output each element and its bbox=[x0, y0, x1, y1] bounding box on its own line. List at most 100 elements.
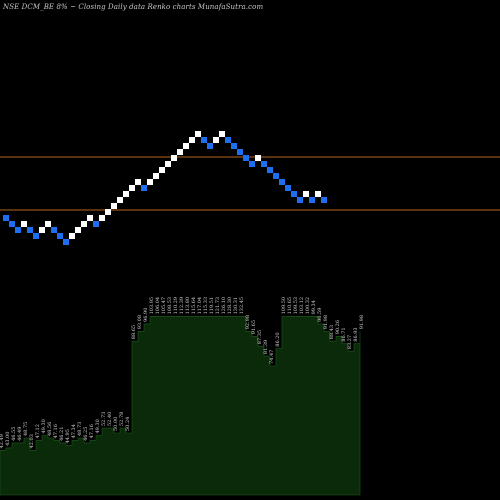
up-brick bbox=[303, 191, 309, 197]
volume-label: 126.10 bbox=[221, 297, 227, 315]
up-brick bbox=[219, 131, 225, 137]
down-brick bbox=[309, 197, 315, 203]
up-brick bbox=[147, 179, 153, 185]
volume-label: 47.16 bbox=[89, 424, 95, 438]
up-brick bbox=[69, 233, 75, 239]
down-brick bbox=[3, 215, 9, 221]
volume-label: 86.93 bbox=[353, 327, 359, 341]
up-brick bbox=[111, 203, 117, 209]
volume-label: 91.98 bbox=[359, 315, 365, 329]
volume-label: 99.34 bbox=[311, 300, 317, 314]
volume-label: 96.90 bbox=[143, 308, 149, 322]
down-brick bbox=[93, 221, 99, 227]
volume-label: 46.49 bbox=[17, 427, 23, 441]
volume-label: 50.00 bbox=[113, 417, 119, 431]
volume-label: 47.34 bbox=[71, 424, 77, 438]
down-brick bbox=[141, 185, 147, 191]
volume-label: 46.25 bbox=[83, 427, 89, 441]
up-brick bbox=[165, 161, 171, 167]
up-brick bbox=[183, 143, 189, 149]
volume-label: 115.33 bbox=[203, 297, 209, 315]
down-brick bbox=[267, 167, 273, 173]
volume-label: 93.08 bbox=[137, 315, 143, 329]
up-brick bbox=[123, 191, 129, 197]
volume-label: 112.39 bbox=[179, 297, 185, 315]
volume-label: 109.50 bbox=[281, 297, 287, 315]
volume-label: 49.30 bbox=[41, 419, 47, 433]
up-brick bbox=[21, 221, 27, 227]
down-brick bbox=[225, 137, 231, 143]
volume-label: 50.24 bbox=[125, 417, 131, 431]
volume-label: 130.31 bbox=[233, 297, 239, 315]
up-brick bbox=[153, 173, 159, 179]
volume-label: 110.29 bbox=[173, 297, 179, 315]
up-brick bbox=[45, 221, 51, 227]
volume-label: 132.45 bbox=[239, 297, 245, 315]
volume-label: 115.64 bbox=[191, 297, 197, 315]
volume-label: 87.35 bbox=[257, 330, 263, 344]
down-brick bbox=[261, 161, 267, 167]
volume-label: 42.49 bbox=[0, 434, 5, 448]
volume-label: 48.75 bbox=[23, 422, 29, 436]
volume-label: 49.30 bbox=[95, 419, 101, 433]
down-brick bbox=[57, 233, 63, 239]
up-brick bbox=[117, 197, 123, 203]
up-brick bbox=[39, 227, 45, 233]
volume-label: 52.40 bbox=[107, 412, 113, 426]
volume-label: 90.26 bbox=[335, 320, 341, 334]
up-brick bbox=[255, 155, 261, 161]
renko-bricks bbox=[3, 131, 327, 245]
volume-label: 117.04 bbox=[197, 297, 203, 315]
down-brick bbox=[243, 155, 249, 161]
down-brick bbox=[249, 161, 255, 167]
up-brick bbox=[171, 155, 177, 161]
up-brick bbox=[81, 221, 87, 227]
volume-area bbox=[0, 316, 361, 496]
volume-label: 110.65 bbox=[287, 297, 293, 315]
volume-label: 91.98 bbox=[323, 315, 329, 329]
up-brick bbox=[99, 215, 105, 221]
volume-label: 91.65 bbox=[251, 320, 257, 334]
down-brick bbox=[279, 179, 285, 185]
volume-label: 48.73 bbox=[77, 422, 83, 436]
volume-label: 88.43 bbox=[329, 325, 335, 339]
volume-label: 47.12 bbox=[35, 424, 41, 438]
volume-label: 86.20 bbox=[275, 332, 281, 346]
up-brick bbox=[315, 191, 321, 197]
volume-label: 119.51 bbox=[209, 297, 215, 315]
down-brick bbox=[51, 227, 57, 233]
volume-label: 74.47 bbox=[269, 350, 275, 364]
volume-label: 109.53 bbox=[293, 297, 299, 315]
volume-label: 96.59 bbox=[317, 308, 323, 322]
down-brick bbox=[321, 197, 327, 203]
up-brick bbox=[177, 149, 183, 155]
chart-title: NSE DCM_BE 8% ~ Closing Daily data Renko… bbox=[3, 3, 264, 11]
volume-label: 42.03 bbox=[29, 434, 35, 448]
down-brick bbox=[201, 137, 207, 143]
down-brick bbox=[63, 239, 69, 245]
up-brick bbox=[105, 209, 111, 215]
volume-label: 47.16 bbox=[53, 424, 59, 438]
volume-label: 92.98 bbox=[245, 315, 251, 329]
up-brick bbox=[135, 179, 141, 185]
volume-label: 46.21 bbox=[59, 427, 65, 441]
volume-label: 106.04 bbox=[155, 297, 161, 315]
down-brick bbox=[231, 143, 237, 149]
volume-label: 83.27 bbox=[347, 335, 353, 349]
volume-label: 86.71 bbox=[341, 327, 347, 341]
volume-label: 108.53 bbox=[167, 297, 173, 315]
volume-label: 105.47 bbox=[161, 297, 167, 315]
up-brick bbox=[213, 137, 219, 143]
volume-label: 81.39 bbox=[263, 340, 269, 354]
volume-label: 128.30 bbox=[227, 297, 233, 315]
volume-fill bbox=[0, 316, 361, 496]
volume-label: 46.55 bbox=[11, 427, 17, 441]
up-brick bbox=[87, 215, 93, 221]
down-brick bbox=[273, 173, 279, 179]
down-brick bbox=[9, 221, 15, 227]
volume-label: 88.65 bbox=[131, 325, 137, 339]
up-brick bbox=[129, 185, 135, 191]
volume-label: 103.12 bbox=[299, 297, 305, 315]
